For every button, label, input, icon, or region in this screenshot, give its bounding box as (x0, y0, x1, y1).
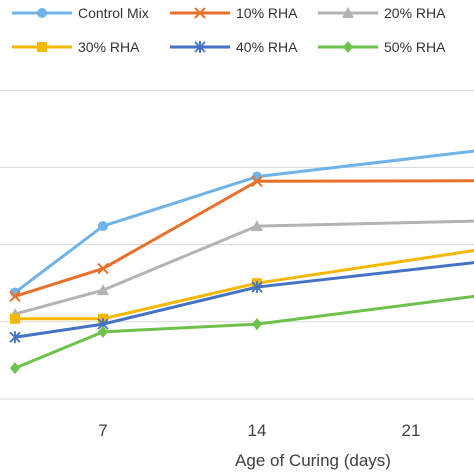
legend-marker-4 (194, 41, 206, 53)
series-line-0 (14, 149, 474, 294)
legend-item-0: Control Mix (12, 5, 149, 21)
legend-marker-5 (343, 41, 353, 53)
series-line-2 (14, 219, 474, 316)
series-line-3 (15, 249, 474, 321)
gridlines (0, 89, 474, 400)
series-1 (9, 175, 474, 303)
legend-label-5: 50% RHA (384, 39, 446, 55)
legend-item-5: 50% RHA (318, 39, 446, 55)
legend-marker-0 (37, 8, 47, 18)
legend-label-0: Control Mix (78, 5, 149, 21)
data-point-5-0 (10, 362, 20, 375)
data-point-0-1 (98, 221, 108, 232)
data-point-3-0 (10, 313, 20, 324)
x-axis-title: Age of Curing (days) (235, 451, 391, 470)
series-0 (10, 149, 474, 298)
series-line-1 (14, 179, 474, 298)
data-point-5-2 (252, 318, 262, 331)
data-point-2-1 (97, 284, 109, 296)
series-line-4 (14, 261, 474, 339)
legend-marker-2 (342, 7, 354, 18)
series-4 (9, 261, 474, 344)
data-point-2-2 (251, 220, 263, 232)
legend-marker-1 (194, 7, 206, 19)
legend-item-1: 10% RHA (170, 5, 298, 21)
legend-label-1: 10% RHA (236, 5, 298, 21)
series-line-5 (14, 294, 474, 370)
legend-item-4: 40% RHA (170, 39, 298, 55)
legend-marker-3 (37, 42, 47, 52)
data-point-1-1 (97, 262, 109, 275)
data-point-1-0 (9, 290, 21, 303)
data-point-4-0 (9, 331, 21, 344)
data-point-4-2 (251, 281, 263, 294)
series-5 (10, 294, 474, 375)
legend-item-2: 20% RHA (318, 5, 446, 21)
legend-item-3: 30% RHA (12, 39, 140, 55)
data-point-5-1 (98, 325, 108, 338)
series-3 (10, 249, 474, 324)
x-tick-label-1: 14 (248, 421, 267, 440)
data-point-1-2 (251, 175, 263, 188)
x-axis-ticks: 7 14 21 (98, 421, 420, 440)
legend-label-4: 40% RHA (236, 39, 298, 55)
legend-label-2: 20% RHA (384, 5, 446, 21)
x-tick-label-0: 7 (98, 421, 107, 440)
legend: Control Mix 10% RHA 20% RHA 30% RHA 40% RHA 5… (12, 5, 446, 55)
series-lines (9, 149, 474, 375)
x-tick-label-2: 21 (402, 421, 421, 440)
legend-label-3: 30% RHA (78, 39, 140, 55)
